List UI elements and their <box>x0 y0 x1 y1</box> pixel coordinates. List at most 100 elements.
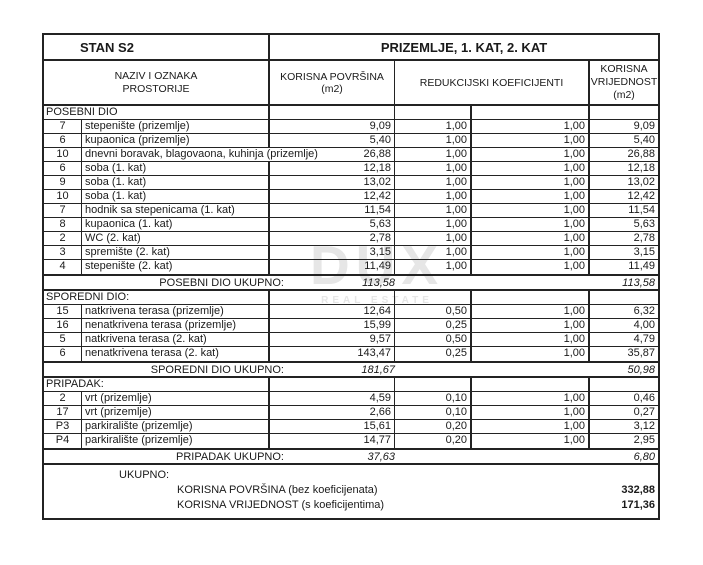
coefficient2-cell: 1,00 <box>472 218 590 231</box>
table-row: 10 dnevni boravak, blagovaona, kuhinja (p… <box>44 148 658 162</box>
section-empty-coef1-cell <box>395 378 472 391</box>
grand-total-area-label: KORISNA POVRŠINA (bez koeficijenata) <box>177 484 378 496</box>
coefficient2-cell: 1,00 <box>472 120 590 133</box>
col-header-room-name-line1: NAZIV I OZNAKA <box>114 69 198 82</box>
section-total-area: 113,58 <box>362 276 395 289</box>
coefficient2-cell: 1,00 <box>472 305 590 318</box>
room-name-cell: parkiralište (prizemlje) <box>82 434 270 448</box>
coefficient1-cell: 1,00 <box>395 204 472 217</box>
coefficient2-cell: 1,00 <box>472 162 590 175</box>
section-header-row: POSEBNI DIO <box>44 106 658 120</box>
section-empty-coef1-cell <box>395 291 472 304</box>
coefficient2-cell: 1,00 <box>472 148 590 161</box>
table-row: 17 vrt (prizemlje) 2,66 0,10 1,00 0,27 <box>44 406 658 420</box>
grand-total-area-value: 332,88 <box>621 484 655 496</box>
table-row: 15 natkrivena terasa (prizemlje) 12,64 0,50… <box>44 305 658 319</box>
usable-area-cell: 9,09 <box>270 120 395 133</box>
usable-area-cell: 15,61 <box>270 420 395 433</box>
usable-area-cell: 11,49 <box>270 260 395 274</box>
section-total-row: SPOREDNI DIO UKUPNO: 181,67 50,98 <box>44 361 658 378</box>
table-row: 6 soba (1. kat) 12,18 1,00 1,00 12,18 <box>44 162 658 176</box>
usable-area-cell: 143,47 <box>270 347 395 361</box>
coefficient2-cell: 1,00 <box>472 204 590 217</box>
usable-value-cell: 12,42 <box>627 190 655 202</box>
section-total-label: PRIPADAK UKUPNO: <box>176 450 284 463</box>
row-number-cell: 7 <box>44 204 82 217</box>
room-name-cell: natkrivena terasa (2. kat) <box>82 333 270 346</box>
section-empty-area-cell <box>270 106 395 119</box>
coefficient1-cell: 1,00 <box>395 134 472 147</box>
usable-value-cell: 4,79 <box>633 333 655 345</box>
section-total-area: 181,67 <box>361 363 395 376</box>
coefficient2-cell: 1,00 <box>472 190 590 203</box>
col-header-usable-value-line2: VRIJEDNOST <box>590 76 658 88</box>
section-total-value: 6,80 <box>633 450 655 463</box>
usable-area-cell: 4,59 <box>270 392 395 405</box>
section-total-label: SPOREDNI DIO UKUPNO: <box>150 363 284 376</box>
table-sections: POSEBNI DIO 7 stepenište (prizemlje) 9,09 1,… <box>44 106 658 465</box>
section-label: POSEBNI DIO <box>44 106 270 119</box>
row-number-cell: P3 <box>44 420 82 433</box>
coefficient1-cell: 0,25 <box>395 347 472 361</box>
room-name-cell: hodnik sa stepenicama (1. kat) <box>82 204 270 217</box>
section-total-label: POSEBNI DIO UKUPNO: <box>159 276 284 289</box>
usable-value-cell: 0,46 <box>633 392 655 404</box>
coefficient1-cell: 0,20 <box>395 420 472 433</box>
grand-total-heading: UKUPNO: <box>119 469 170 481</box>
usable-value-cell: 9,09 <box>633 120 655 132</box>
room-name-cell: dnevni boravak, blagovaona, kuhinja (pri… <box>85 148 318 160</box>
col-header-usable-value-line1: KORISNA <box>600 63 648 75</box>
usable-area-cell: 14,77 <box>270 434 395 448</box>
coefficient1-cell: 1,00 <box>395 232 472 245</box>
usable-area-cell: 12,18 <box>270 162 395 175</box>
unit-title: STAN S2 <box>44 35 270 59</box>
grand-total-value-label: KORISNA VRIJEDNOST (s koeficijentima) <box>177 499 385 511</box>
section-rows: 15 natkrivena terasa (prizemlje) 12,64 0,50… <box>44 305 658 361</box>
table-row: 6 nenatkrivena terasa (2. kat) 143,47 0,25 1… <box>44 347 658 361</box>
room-name-cell: natkrivena terasa (prizemlje) <box>82 305 270 318</box>
room-name-cell: WC (2. kat) <box>82 232 270 245</box>
usable-area-cell: 3,15 <box>270 246 395 259</box>
usable-area-cell: 26,88 <box>270 148 395 161</box>
coefficient1-cell: 1,00 <box>395 176 472 189</box>
table-row: P4 parkiralište (prizemlje) 14,77 0,20 1,00 2… <box>44 434 658 448</box>
coefficient2-cell: 1,00 <box>472 392 590 405</box>
usable-area-cell: 12,42 <box>270 190 395 203</box>
usable-area-cell: 2,66 <box>270 406 395 419</box>
usable-value-cell: 3,12 <box>633 420 655 432</box>
col-header-usable-value: KORISNA VRIJEDNOST (m2) <box>590 61 658 104</box>
section-empty-area-cell <box>270 378 395 391</box>
table-row: 9 soba (1. kat) 13,02 1,00 1,00 13,02 <box>44 176 658 190</box>
row-number-cell: 10 <box>44 148 82 161</box>
room-name-cell: vrt (prizemlje) <box>82 406 270 419</box>
area-calculation-table: STAN S2 PRIZEMLJE, 1. KAT, 2. KAT NAZIV … <box>42 33 660 520</box>
usable-value-cell: 12,18 <box>627 162 655 174</box>
section-total-row: POSEBNI DIO UKUPNO: 113,58 113,58 <box>44 274 658 291</box>
usable-value-cell: 2,95 <box>633 434 655 446</box>
room-name-cell: kupaonica (1. kat) <box>82 218 270 231</box>
col-header-usable-value-line3: (m2) <box>613 89 635 101</box>
coefficient2-cell: 1,00 <box>472 347 590 361</box>
section-total-row: PRIPADAK UKUPNO: 37,63 6,80 <box>44 448 658 465</box>
table-row: 6 kupaonica (prizemlje) 5,40 1,00 1,00 5,40 <box>44 134 658 148</box>
usable-area-cell: 13,02 <box>270 176 395 189</box>
row-number-cell: 2 <box>44 392 82 405</box>
column-header-row: NAZIV I OZNAKA PROSTORIJE KORISNA POVRŠI… <box>44 61 658 106</box>
section-total-area: 37,63 <box>367 450 395 463</box>
coefficient1-cell: 1,00 <box>395 120 472 133</box>
row-number-cell: 16 <box>44 319 82 332</box>
grand-total-section: UKUPNO: KORISNA POVRŠINA (bez koeficijen… <box>44 465 658 518</box>
usable-value-cell: 4,00 <box>633 319 655 331</box>
table-row: 4 stepenište (2. kat) 11,49 1,00 1,00 11,49 <box>44 260 658 274</box>
usable-area-cell: 11,54 <box>270 204 395 217</box>
section-total-value: 113,58 <box>622 276 655 289</box>
row-number-cell: 6 <box>44 162 82 175</box>
usable-value-cell: 26,88 <box>627 148 655 160</box>
coefficient1-cell: 0,25 <box>395 319 472 332</box>
usable-area-cell: 12,64 <box>270 305 395 318</box>
usable-value-cell: 6,32 <box>633 305 655 317</box>
table-row: 2 vrt (prizemlje) 4,59 0,10 1,00 0,46 <box>44 392 658 406</box>
table-row: P3 parkiralište (prizemlje) 15,61 0,20 1,00 3… <box>44 420 658 434</box>
section-empty-value-cell <box>590 378 658 391</box>
room-name-cell: soba (1. kat) <box>82 162 270 175</box>
